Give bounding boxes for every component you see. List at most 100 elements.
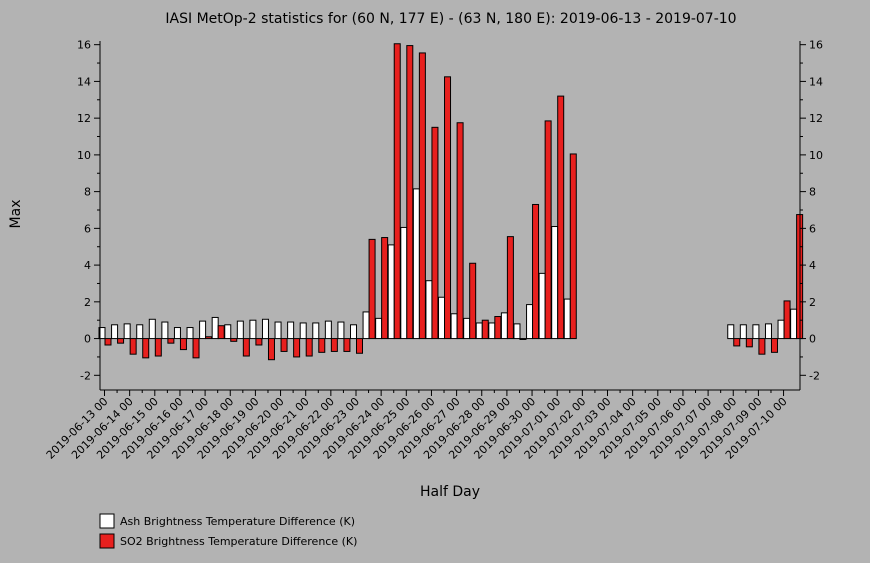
- ash-bar: [727, 324, 735, 340]
- ash-bar: [211, 316, 219, 340]
- y-tick-label-left: 12: [77, 112, 91, 125]
- y-tick-label-right: 8: [809, 186, 816, 199]
- y-tick-label-left: 8: [84, 186, 91, 199]
- so2-bar: [745, 338, 753, 348]
- y-tick-label-right: 6: [809, 222, 816, 235]
- ash-bar: [199, 320, 207, 340]
- so2-bar: [733, 338, 741, 347]
- y-tick-label-left: 10: [77, 149, 91, 162]
- ash-bar: [111, 324, 119, 340]
- ash-bar: [261, 318, 269, 340]
- so2-bar: [230, 338, 238, 342]
- ash-bar: [513, 323, 521, 340]
- y-tick-label-right: 4: [809, 259, 816, 272]
- ash-bar: [224, 324, 232, 340]
- so2-bar: [494, 316, 502, 340]
- ash-bar: [98, 327, 106, 340]
- y-axis-label: Max: [8, 200, 24, 229]
- so2-bar: [305, 338, 313, 357]
- so2-bar: [758, 338, 766, 355]
- so2-bar: [381, 237, 389, 340]
- ash-bar: [790, 308, 798, 340]
- ash-bar: [249, 319, 257, 340]
- ash-bar: [450, 313, 458, 340]
- ash-bar: [538, 272, 546, 340]
- so2-bar: [431, 126, 439, 340]
- ash-bar: [563, 298, 571, 340]
- y-tick-label-left: -2: [80, 369, 91, 382]
- ash-bar: [324, 320, 332, 340]
- so2-bar: [104, 338, 112, 346]
- ash-bar: [475, 322, 483, 340]
- bars-layer: [98, 43, 804, 361]
- so2-bar: [318, 338, 326, 353]
- y-tick-label-left: 0: [84, 333, 91, 346]
- so2-bar: [481, 319, 489, 340]
- y-tick-label-left: 16: [77, 39, 91, 52]
- so2-bar: [418, 52, 426, 340]
- so2-bar: [770, 338, 778, 353]
- so2-bar: [783, 300, 791, 340]
- ash-bar: [463, 317, 471, 340]
- so2-bar: [280, 338, 288, 352]
- ash-bar: [148, 318, 156, 340]
- so2-bar: [330, 338, 338, 352]
- y-tick-label-right: 14: [809, 75, 823, 88]
- ash-bar: [362, 311, 370, 340]
- legend-swatch-so2: [99, 533, 115, 549]
- ash-bar: [123, 323, 131, 340]
- y-tick-label-left: 4: [84, 259, 91, 272]
- chart-title: IASI MetOp-2 statistics for (60 N, 177 E…: [165, 11, 736, 27]
- so2-bar: [356, 338, 363, 354]
- ash-bar: [350, 324, 357, 340]
- legend-swatch-ash: [99, 513, 115, 529]
- so2-bar: [557, 95, 565, 340]
- so2-bar: [142, 338, 150, 359]
- ash-bar: [161, 321, 169, 340]
- ash-bar: [438, 296, 446, 340]
- x-axis-label: Half Day: [420, 484, 480, 500]
- ash-bar: [186, 327, 194, 340]
- so2-bar: [179, 338, 187, 351]
- so2-bar: [519, 338, 527, 340]
- so2-bar: [506, 236, 514, 340]
- ash-bar: [136, 324, 144, 340]
- y-tick-label-right: 0: [809, 333, 816, 346]
- ash-bar: [752, 324, 760, 340]
- ash-bar: [387, 244, 395, 340]
- ash-bar: [400, 226, 408, 340]
- so2-bar: [154, 338, 162, 357]
- ash-bar: [312, 322, 320, 340]
- so2-bar: [205, 336, 213, 340]
- y-tick-label-left: 14: [77, 75, 91, 88]
- so2-bar: [267, 338, 275, 361]
- so2-bar: [469, 262, 477, 340]
- so2-bar: [406, 45, 414, 340]
- y-tick-label-right: 2: [809, 296, 816, 309]
- so2-bar: [293, 338, 301, 358]
- ash-bar: [375, 317, 383, 340]
- ash-bar: [777, 319, 785, 340]
- ash-bar: [500, 312, 508, 340]
- legend: Ash Brightness Temperature Difference (K…: [99, 513, 357, 549]
- ash-bar: [739, 324, 747, 340]
- so2-bar: [242, 338, 250, 357]
- so2-bar: [217, 325, 225, 340]
- ash-bar: [274, 321, 282, 340]
- so2-bar: [569, 153, 577, 340]
- legend-label-so2: SO2 Brightness Temperature Difference (K…: [120, 535, 357, 548]
- ash-bar: [299, 322, 307, 340]
- so2-bar: [255, 338, 263, 346]
- so2-bar: [192, 338, 200, 359]
- so2-bar: [343, 338, 351, 352]
- legend-label-ash: Ash Brightness Temperature Difference (K…: [120, 515, 355, 528]
- ash-bar: [236, 320, 244, 340]
- ash-bar: [173, 327, 181, 340]
- ash-bar: [287, 321, 295, 340]
- so2-bar: [544, 120, 552, 340]
- ash-bar: [551, 226, 559, 340]
- so2-bar: [532, 203, 540, 340]
- ash-bar: [526, 304, 534, 340]
